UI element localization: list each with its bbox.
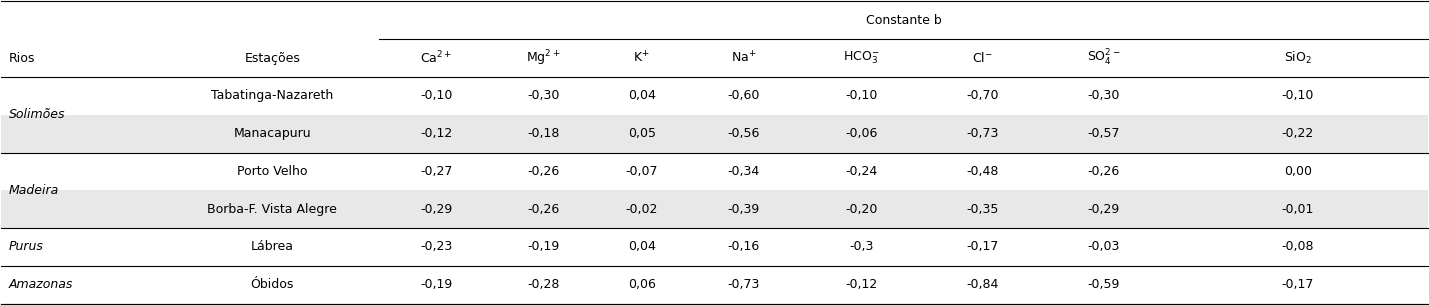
Text: -0,23: -0,23: [420, 240, 453, 253]
Text: -0,3: -0,3: [849, 240, 873, 253]
Text: 0,05: 0,05: [627, 127, 656, 140]
Text: Cl$^{-}$: Cl$^{-}$: [972, 51, 993, 65]
Text: -0,35: -0,35: [966, 203, 999, 216]
Text: -0,57: -0,57: [1087, 127, 1120, 140]
Text: Óbidos: Óbidos: [250, 278, 294, 291]
Text: 0,04: 0,04: [627, 240, 656, 253]
Text: HCO$_3^{-}$: HCO$_3^{-}$: [843, 50, 880, 66]
Text: Estações: Estações: [244, 52, 300, 65]
Text: Borba-F. Vista Alegre: Borba-F. Vista Alegre: [207, 203, 337, 216]
Text: SiO$_2$: SiO$_2$: [1283, 50, 1312, 66]
Text: -0,24: -0,24: [846, 165, 877, 178]
Text: -0,29: -0,29: [1087, 203, 1120, 216]
Text: -0,28: -0,28: [527, 278, 560, 291]
Text: -0,39: -0,39: [727, 203, 760, 216]
Text: Rios: Rios: [9, 52, 34, 65]
Text: 0,04: 0,04: [627, 89, 656, 102]
Text: -0,07: -0,07: [626, 165, 657, 178]
Text: Na$^{+}$: Na$^{+}$: [732, 50, 756, 66]
Text: -0,56: -0,56: [727, 127, 760, 140]
Text: -0,03: -0,03: [1087, 240, 1120, 253]
Text: -0,26: -0,26: [527, 165, 560, 178]
Text: Madeira: Madeira: [9, 184, 59, 197]
Text: -0,26: -0,26: [527, 203, 560, 216]
Text: -0,17: -0,17: [1282, 278, 1315, 291]
Text: Manacapuru: Manacapuru: [233, 127, 312, 140]
Text: -0,06: -0,06: [845, 127, 877, 140]
Text: -0,10: -0,10: [420, 89, 453, 102]
Text: Purus: Purus: [9, 240, 43, 253]
Text: -0,29: -0,29: [420, 203, 453, 216]
Text: -0,10: -0,10: [1282, 89, 1315, 102]
FancyBboxPatch shape: [1, 115, 1428, 152]
Text: -0,12: -0,12: [846, 278, 877, 291]
Text: Lábrea: Lábrea: [252, 240, 294, 253]
Text: Ca$^{2+}$: Ca$^{2+}$: [420, 50, 453, 66]
Text: Solimões: Solimões: [9, 108, 66, 121]
Text: Amazonas: Amazonas: [9, 278, 73, 291]
FancyBboxPatch shape: [1, 190, 1428, 228]
Text: -0,01: -0,01: [1282, 203, 1315, 216]
Text: -0,26: -0,26: [1087, 165, 1120, 178]
Text: -0,16: -0,16: [727, 240, 760, 253]
Text: -0,18: -0,18: [527, 127, 560, 140]
Text: -0,19: -0,19: [527, 240, 560, 253]
Text: -0,22: -0,22: [1282, 127, 1313, 140]
Text: -0,34: -0,34: [727, 165, 760, 178]
Text: -0,08: -0,08: [1282, 240, 1315, 253]
Text: -0,60: -0,60: [727, 89, 760, 102]
Text: Constante b: Constante b: [866, 14, 942, 27]
Text: Mg$^{2+}$: Mg$^{2+}$: [526, 48, 560, 68]
Text: Tabatinga-Nazareth: Tabatinga-Nazareth: [211, 89, 333, 102]
Text: Porto Velho: Porto Velho: [237, 165, 307, 178]
Text: -0,48: -0,48: [966, 165, 999, 178]
Text: -0,10: -0,10: [845, 89, 877, 102]
Text: -0,20: -0,20: [845, 203, 877, 216]
Text: -0,30: -0,30: [527, 89, 560, 102]
Text: -0,12: -0,12: [420, 127, 453, 140]
Text: -0,73: -0,73: [727, 278, 760, 291]
Text: K$^{+}$: K$^{+}$: [633, 50, 650, 66]
Text: SO$_4^{2-}$: SO$_4^{2-}$: [1087, 48, 1120, 68]
Text: -0,19: -0,19: [420, 278, 453, 291]
Text: -0,30: -0,30: [1087, 89, 1120, 102]
Text: -0,84: -0,84: [966, 278, 999, 291]
Text: -0,70: -0,70: [966, 89, 999, 102]
Text: 0,00: 0,00: [1283, 165, 1312, 178]
Text: -0,73: -0,73: [966, 127, 999, 140]
Text: 0,06: 0,06: [627, 278, 656, 291]
Text: -0,17: -0,17: [966, 240, 999, 253]
Text: -0,02: -0,02: [626, 203, 657, 216]
Text: -0,59: -0,59: [1087, 278, 1120, 291]
Text: -0,27: -0,27: [420, 165, 453, 178]
